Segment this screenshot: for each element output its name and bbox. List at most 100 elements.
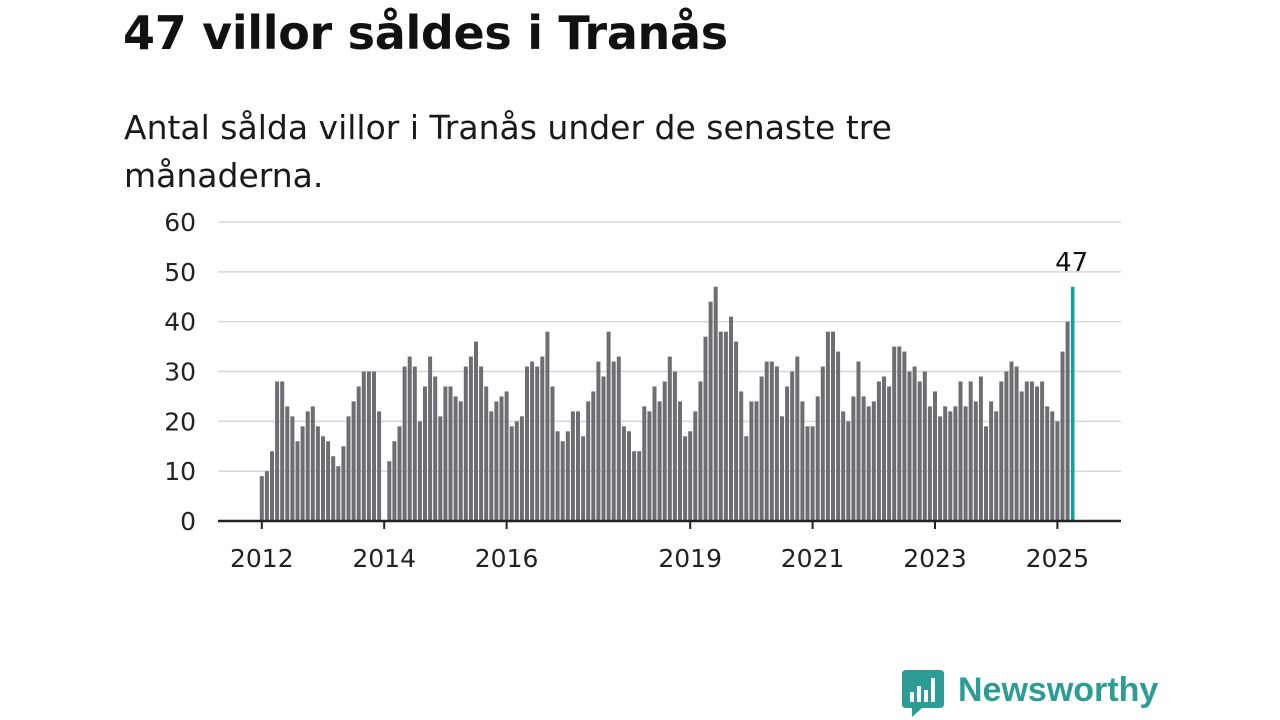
bar <box>377 411 382 521</box>
bar <box>611 361 616 521</box>
bar <box>637 451 642 521</box>
bar <box>423 386 427 521</box>
bar <box>270 451 274 521</box>
bar <box>963 406 968 521</box>
bar <box>417 421 422 521</box>
bar <box>555 431 560 521</box>
bar <box>310 406 315 521</box>
bar <box>336 466 341 521</box>
axes <box>218 519 1121 529</box>
bar <box>407 356 412 521</box>
bar <box>785 386 790 521</box>
bar <box>499 396 504 521</box>
bar <box>300 426 305 521</box>
bar <box>1055 421 1060 521</box>
bar <box>749 401 754 521</box>
bar <box>729 316 733 521</box>
bar <box>774 366 779 521</box>
bar <box>887 386 892 521</box>
bar <box>815 396 820 521</box>
bar <box>825 331 830 521</box>
brand-name: Newsworthy <box>958 671 1159 709</box>
bars <box>259 286 1075 521</box>
bar <box>744 436 749 521</box>
bar <box>999 381 1004 521</box>
bar <box>621 426 626 521</box>
bar <box>275 381 280 521</box>
bar <box>443 386 448 521</box>
bar <box>494 401 499 521</box>
bar <box>453 396 458 521</box>
bar <box>795 356 800 521</box>
bar <box>509 426 514 521</box>
bar <box>545 331 550 521</box>
bar <box>897 346 902 521</box>
bar <box>871 401 876 521</box>
bar <box>402 366 407 521</box>
bar <box>581 436 586 521</box>
bar <box>489 411 494 521</box>
bar <box>1014 366 1019 521</box>
bar <box>321 436 325 521</box>
bar <box>458 401 463 521</box>
bar <box>474 341 478 521</box>
bar <box>1035 386 1039 521</box>
chart-subtitle: Antal sålda villor i Tranås under de sen… <box>124 108 892 195</box>
bar <box>331 456 336 521</box>
bar <box>718 331 723 521</box>
bar <box>652 386 657 521</box>
bar <box>285 406 290 521</box>
bar <box>693 411 698 521</box>
bar <box>264 471 269 521</box>
bar <box>1060 351 1065 521</box>
labels: 0 10 20 30 40 50 60 2012 2014 2016 2019 2021 2023 202… <box>164 208 1089 573</box>
bar <box>764 361 769 521</box>
bar <box>392 441 397 521</box>
bar <box>504 391 509 521</box>
bar <box>856 361 861 521</box>
bar <box>591 391 596 521</box>
x-tick-label: 2019 <box>658 544 722 573</box>
bar <box>1065 321 1070 521</box>
bar <box>448 386 453 521</box>
bar <box>1040 381 1045 521</box>
x-tick-label: 2012 <box>230 544 294 573</box>
bar <box>540 356 545 521</box>
bar <box>570 411 575 521</box>
highlight-value-label: 47 <box>1055 248 1088 278</box>
bar <box>831 331 835 521</box>
y-tick-label: 60 <box>164 208 196 237</box>
bar <box>586 401 591 521</box>
bar <box>346 416 351 521</box>
bar <box>565 431 570 521</box>
bar <box>984 426 988 521</box>
bar <box>882 376 886 521</box>
y-tick-label: 20 <box>164 407 196 436</box>
bar <box>836 351 841 521</box>
bar <box>1045 406 1050 521</box>
bar <box>1029 381 1034 521</box>
bar <box>530 361 535 521</box>
bar <box>861 396 866 521</box>
bar <box>917 381 922 521</box>
bar <box>438 416 443 521</box>
bar <box>948 411 953 521</box>
chart-title: 47 villor såldes i Tranås <box>123 6 728 60</box>
bar <box>1050 411 1055 521</box>
bar <box>922 371 927 521</box>
y-tick-label: 30 <box>164 358 196 387</box>
bar <box>683 436 688 521</box>
bar <box>790 371 795 521</box>
newsworthy-logo-icon <box>902 670 944 717</box>
bar <box>667 356 672 521</box>
bar <box>356 386 361 521</box>
bar <box>846 421 851 521</box>
bar <box>596 361 601 521</box>
bar <box>397 426 402 521</box>
bar <box>723 331 728 521</box>
bar <box>341 446 346 521</box>
x-tick-label: 2014 <box>352 544 416 573</box>
bar <box>734 341 739 521</box>
bar <box>662 381 667 521</box>
bar <box>259 476 264 521</box>
